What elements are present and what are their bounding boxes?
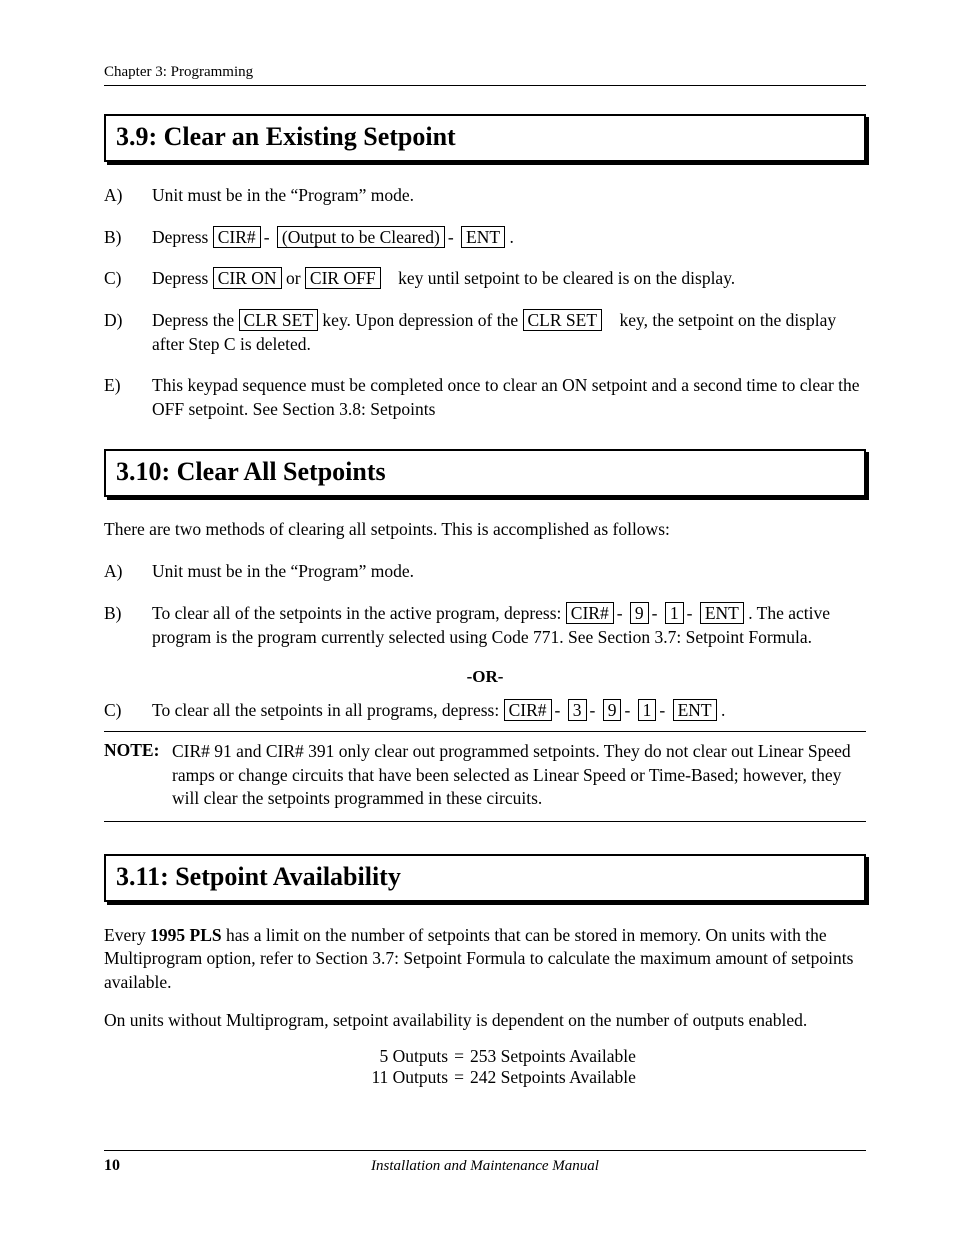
text: Depress the bbox=[152, 310, 239, 330]
step-body: Depress CIR ON or CIR OFF key until setp… bbox=[152, 267, 866, 291]
text: Every bbox=[104, 925, 150, 945]
section-title-3-10: 3.10: Clear All Setpoints bbox=[104, 449, 866, 497]
step-body: Unit must be in the “Program” mode. bbox=[152, 184, 866, 208]
step-label: B) bbox=[104, 602, 152, 649]
keycap-clr-set: CLR SET bbox=[523, 309, 603, 331]
dash: - bbox=[552, 700, 564, 720]
text: . bbox=[509, 227, 513, 247]
keycap-ent: ENT bbox=[673, 699, 717, 721]
keycap-cir-num: CIR# bbox=[504, 699, 552, 721]
setpoints-available: 242 Setpoints Available bbox=[464, 1067, 636, 1088]
steps-3-10b: C) To clear all the setpoints in all pro… bbox=[104, 699, 866, 723]
step-body: Unit must be in the “Program” mode. bbox=[152, 560, 866, 584]
dash: - bbox=[261, 227, 273, 247]
step-a: A) Unit must be in the “Program” mode. bbox=[104, 184, 866, 208]
step-label: C) bbox=[104, 699, 152, 723]
section-title-text: 3.11: Setpoint Availability bbox=[116, 862, 854, 892]
keycap-1: 1 bbox=[665, 602, 684, 624]
step-label: C) bbox=[104, 267, 152, 291]
step-e: E) This keypad sequence must be complete… bbox=[104, 374, 866, 421]
keycap-1: 1 bbox=[638, 699, 657, 721]
text: or bbox=[286, 268, 305, 288]
steps-3-9: A) Unit must be in the “Program” mode. B… bbox=[104, 184, 866, 421]
step-b: B) Depress CIR#- (Output to be Cleared)-… bbox=[104, 226, 866, 250]
step-body: To clear all the setpoints in all progra… bbox=[152, 699, 866, 723]
keycap-9: 9 bbox=[603, 699, 622, 721]
paragraph: On units without Multiprogram, setpoint … bbox=[104, 1009, 866, 1033]
note-label: NOTE: bbox=[104, 740, 172, 811]
section-title-text: 3.10: Clear All Setpoints bbox=[116, 457, 854, 487]
note-body: CIR# 91 and CIR# 391 only clear out prog… bbox=[172, 740, 866, 811]
keycap-3: 3 bbox=[568, 699, 587, 721]
dash: - bbox=[587, 700, 599, 720]
table-row: 11 Outputs = 242 Setpoints Available bbox=[334, 1067, 636, 1088]
dash: - bbox=[445, 227, 457, 247]
availability-table: 5 Outputs = 253 Setpoints Available 11 O… bbox=[104, 1046, 866, 1088]
step-body: Depress the CLR SET key. Upon depression… bbox=[152, 309, 866, 356]
section-title-text: 3.9: Clear an Existing Setpoint bbox=[116, 122, 854, 152]
dash: - bbox=[614, 603, 626, 623]
section-title-3-11: 3.11: Setpoint Availability bbox=[104, 854, 866, 902]
dash: - bbox=[684, 603, 696, 623]
dash: - bbox=[656, 700, 668, 720]
step-c: C) Depress CIR ON or CIR OFF key until s… bbox=[104, 267, 866, 291]
or-divider: -OR- bbox=[104, 667, 866, 687]
step-a: A) Unit must be in the “Program” mode. bbox=[104, 560, 866, 584]
dash: - bbox=[649, 603, 661, 623]
text: . bbox=[721, 700, 725, 720]
keycap-clr-set: CLR SET bbox=[239, 309, 319, 331]
step-label: A) bbox=[104, 560, 152, 584]
step-body: This keypad sequence must be completed o… bbox=[152, 374, 866, 421]
keycap-9: 9 bbox=[630, 602, 649, 624]
table-row: 5 Outputs = 253 Setpoints Available bbox=[334, 1046, 636, 1067]
keycap-ent: ENT bbox=[461, 226, 505, 248]
step-label: B) bbox=[104, 226, 152, 250]
keycap-cir-off: CIR OFF bbox=[305, 267, 381, 289]
dash: - bbox=[621, 700, 633, 720]
text: To clear all the setpoints in all progra… bbox=[152, 700, 504, 720]
equals: = bbox=[454, 1067, 464, 1088]
step-b: B) To clear all of the setpoints in the … bbox=[104, 602, 866, 649]
text: Depress bbox=[152, 268, 213, 288]
footer-title: Installation and Maintenance Manual bbox=[104, 1158, 866, 1175]
note-block: NOTE: CIR# 91 and CIR# 391 only clear ou… bbox=[104, 740, 866, 811]
note-rule-bottom bbox=[104, 821, 866, 822]
note-rule-top bbox=[104, 731, 866, 732]
page-footer: 10 Installation and Maintenance Manual bbox=[104, 1150, 866, 1175]
paragraph: Every 1995 PLS has a limit on the number… bbox=[104, 924, 866, 995]
outputs-count: 5 Outputs bbox=[334, 1046, 454, 1067]
bold-model: 1995 PLS bbox=[150, 925, 221, 945]
keycap-ent: ENT bbox=[700, 602, 744, 624]
keycap-cir-num: CIR# bbox=[566, 602, 614, 624]
steps-3-10: A) Unit must be in the “Program” mode. B… bbox=[104, 560, 866, 649]
step-body: Depress CIR#- (Output to be Cleared)- EN… bbox=[152, 226, 866, 250]
keycap-cir-on: CIR ON bbox=[213, 267, 282, 289]
text: To clear all of the setpoints in the act… bbox=[152, 603, 566, 623]
text: Depress bbox=[152, 227, 213, 247]
step-label: D) bbox=[104, 309, 152, 356]
keycap-output-to-clear: (Output to be Cleared) bbox=[277, 226, 445, 248]
section-title-3-9: 3.9: Clear an Existing Setpoint bbox=[104, 114, 866, 162]
step-label: A) bbox=[104, 184, 152, 208]
text: key until setpoint to be cleared is on t… bbox=[394, 268, 736, 288]
section-intro: There are two methods of clearing all se… bbox=[104, 519, 866, 540]
step-c: C) To clear all the setpoints in all pro… bbox=[104, 699, 866, 723]
setpoints-available: 253 Setpoints Available bbox=[464, 1046, 636, 1067]
step-label: E) bbox=[104, 374, 152, 421]
text: key. Upon depression of the bbox=[322, 310, 522, 330]
outputs-count: 11 Outputs bbox=[334, 1067, 454, 1088]
step-d: D) Depress the CLR SET key. Upon depress… bbox=[104, 309, 866, 356]
step-body: To clear all of the setpoints in the act… bbox=[152, 602, 866, 649]
equals: = bbox=[454, 1046, 464, 1067]
chapter-header: Chapter 3: Programming bbox=[104, 64, 866, 86]
keycap-cir-num: CIR# bbox=[213, 226, 261, 248]
